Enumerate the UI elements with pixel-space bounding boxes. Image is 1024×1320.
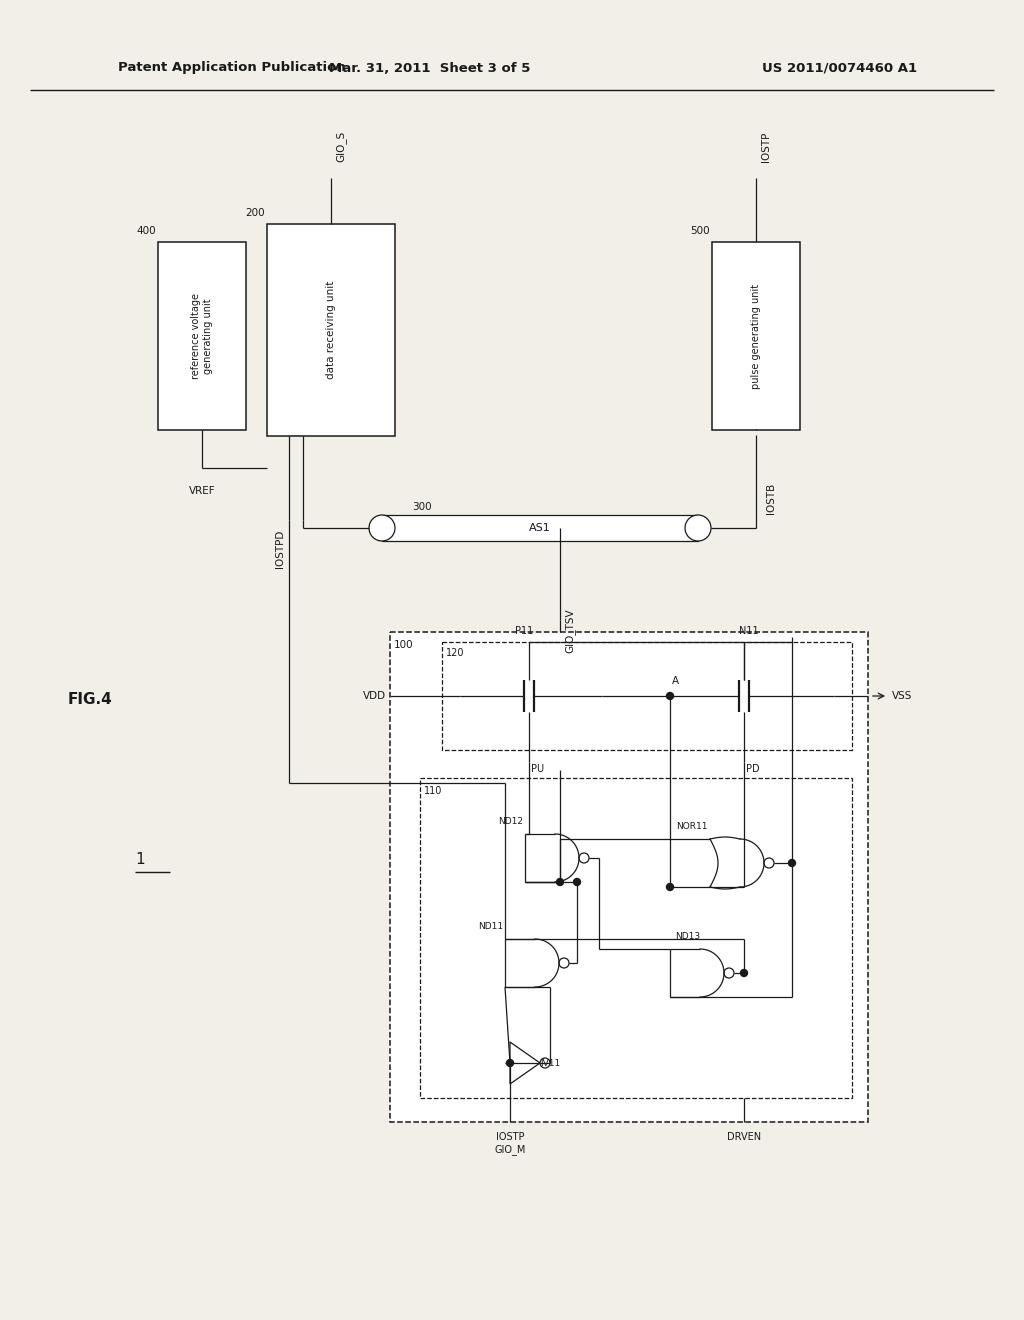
FancyBboxPatch shape (390, 632, 868, 1122)
Text: N11: N11 (739, 626, 759, 636)
Text: data receiving unit: data receiving unit (326, 281, 336, 379)
Text: A: A (672, 676, 679, 686)
Circle shape (579, 853, 589, 863)
Text: 200: 200 (246, 209, 265, 218)
Text: 1: 1 (135, 853, 144, 867)
Circle shape (556, 879, 563, 886)
Text: ND11: ND11 (478, 921, 503, 931)
Circle shape (685, 515, 711, 541)
Text: 110: 110 (424, 785, 442, 796)
Text: FIG.4: FIG.4 (68, 693, 113, 708)
Circle shape (369, 515, 395, 541)
Text: IOSTP: IOSTP (761, 132, 771, 162)
FancyBboxPatch shape (382, 515, 698, 541)
Text: AS1: AS1 (529, 523, 551, 533)
Text: IOSTP
GIO_M: IOSTP GIO_M (495, 1133, 525, 1155)
Text: P11: P11 (515, 626, 534, 636)
Circle shape (540, 1059, 550, 1068)
Text: Patent Application Publication: Patent Application Publication (118, 62, 346, 74)
Polygon shape (510, 1041, 540, 1084)
Text: PD: PD (746, 764, 760, 774)
Text: pulse generating unit: pulse generating unit (751, 284, 761, 388)
Text: 300: 300 (412, 502, 432, 512)
Circle shape (507, 1060, 513, 1067)
Text: Mar. 31, 2011  Sheet 3 of 5: Mar. 31, 2011 Sheet 3 of 5 (330, 62, 530, 74)
Text: 120: 120 (446, 648, 465, 657)
Circle shape (740, 969, 748, 977)
FancyBboxPatch shape (712, 242, 800, 430)
Text: 500: 500 (690, 226, 710, 236)
FancyBboxPatch shape (442, 642, 852, 750)
Text: IOSTB: IOSTB (766, 482, 776, 513)
Circle shape (788, 859, 796, 866)
Text: GIO_TSV: GIO_TSV (564, 609, 575, 652)
Text: reference voltage
generating unit: reference voltage generating unit (191, 293, 213, 379)
Circle shape (667, 693, 674, 700)
Circle shape (559, 958, 569, 968)
Text: IOSTPD: IOSTPD (275, 531, 285, 569)
Text: VSS: VSS (892, 690, 912, 701)
Text: IV11: IV11 (540, 1059, 560, 1068)
Text: US 2011/0074460 A1: US 2011/0074460 A1 (763, 62, 918, 74)
FancyBboxPatch shape (267, 224, 395, 436)
Text: 400: 400 (136, 226, 156, 236)
Text: ND13: ND13 (675, 932, 700, 941)
Circle shape (667, 883, 674, 891)
Circle shape (573, 879, 581, 886)
Circle shape (764, 858, 774, 869)
Circle shape (724, 968, 734, 978)
Text: DRVEN: DRVEN (727, 1133, 761, 1142)
Text: 100: 100 (394, 640, 414, 649)
FancyBboxPatch shape (158, 242, 246, 430)
FancyBboxPatch shape (420, 777, 852, 1098)
Text: VDD: VDD (362, 690, 386, 701)
Text: PU: PU (531, 764, 544, 774)
Text: NOR11: NOR11 (677, 822, 708, 832)
Text: GIO_S: GIO_S (336, 131, 346, 162)
Text: ND12: ND12 (498, 817, 523, 826)
Text: VREF: VREF (188, 486, 215, 496)
